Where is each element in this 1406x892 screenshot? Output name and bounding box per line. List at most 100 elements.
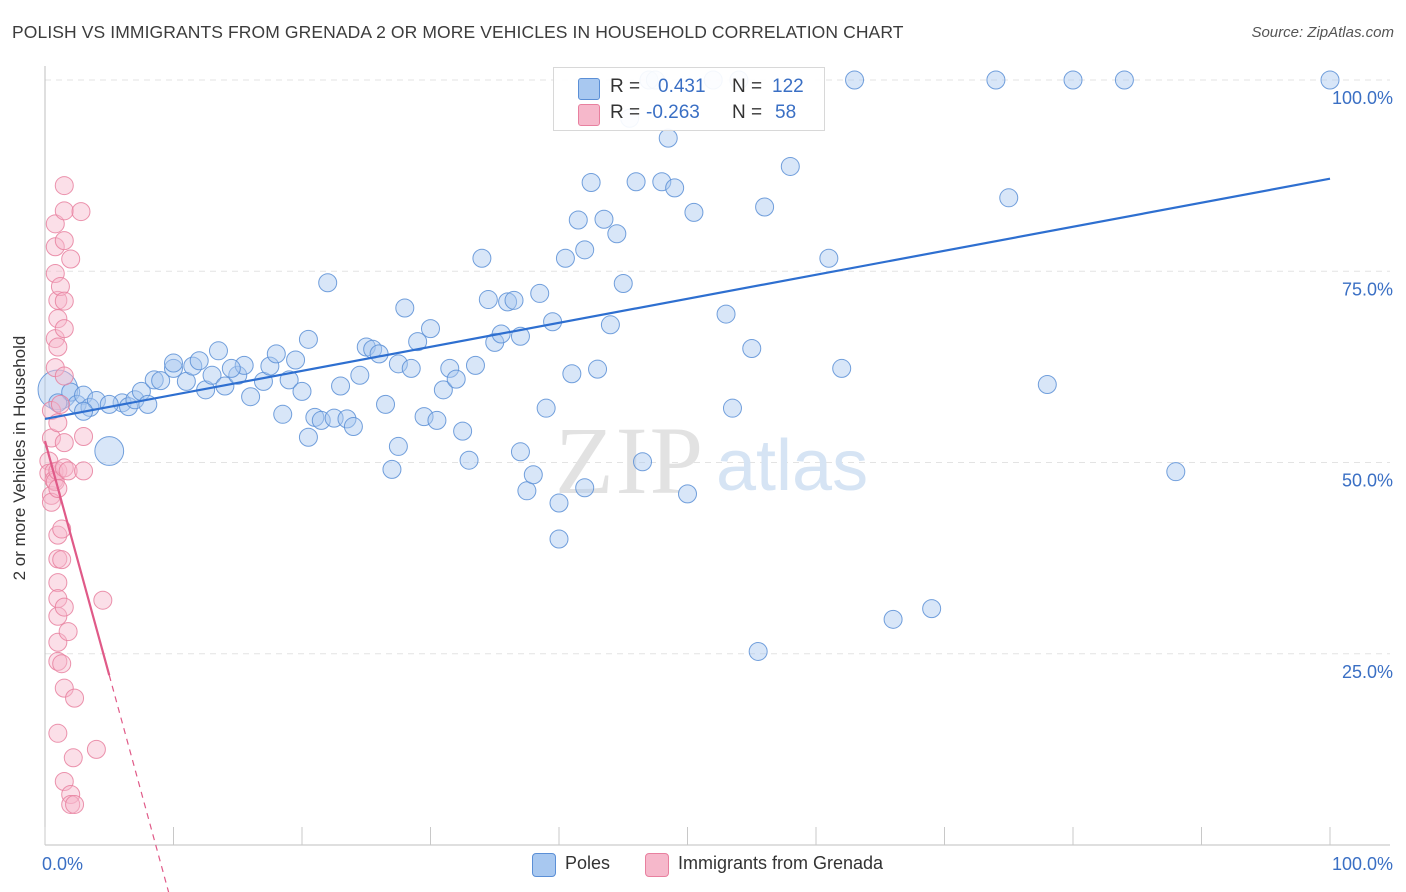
data-point-poles (279, 370, 299, 390)
data-point-poles (986, 70, 1006, 90)
watermark: ZIP atlas (555, 407, 868, 514)
data-point-poles (575, 478, 595, 498)
x-tick-label: 100.0% (1332, 854, 1393, 874)
chart-title: POLISH VS IMMIGRANTS FROM GRENADA 2 OR M… (12, 22, 904, 42)
data-point-poles (183, 356, 203, 376)
data-point-poles (427, 410, 447, 430)
data-point-poles (164, 358, 183, 378)
data-point-poles (241, 387, 261, 407)
trend-line-grenada (43, 440, 111, 676)
data-point-poles (742, 339, 762, 359)
data-point-poles (144, 370, 164, 390)
data-point-poles (504, 290, 524, 310)
data-point-grenada (52, 654, 72, 674)
data-point-grenada (48, 723, 68, 743)
data-point-poles (523, 465, 543, 485)
data-point-poles (61, 382, 81, 402)
data-point-poles (440, 358, 460, 378)
legend-r-label: R = (610, 102, 641, 123)
data-point-poles (99, 394, 119, 414)
data-point-poles (208, 341, 228, 361)
data-point-poles (498, 292, 518, 312)
data-point-poles (421, 319, 440, 339)
y-tick-label: 50.0% (1342, 471, 1393, 491)
trend-line-poles (44, 177, 1331, 420)
data-point-poles (600, 315, 620, 335)
data-point-grenada (54, 176, 74, 196)
data-point-grenada (48, 632, 68, 652)
data-point-grenada (65, 688, 85, 708)
data-point-poles (562, 364, 582, 384)
data-point-grenada (58, 622, 78, 642)
data-point-poles (581, 173, 601, 193)
data-point-poles (678, 484, 697, 504)
data-point-poles (395, 298, 415, 318)
data-point-poles (832, 358, 852, 378)
data-point-poles (575, 240, 595, 260)
legend-swatch-poles (532, 853, 556, 877)
legend-n-value: 122 (772, 76, 804, 97)
data-point-poles (337, 409, 357, 429)
data-point-poles (684, 202, 704, 222)
data-point-grenada (54, 597, 74, 617)
data-point-poles (164, 353, 183, 373)
data-point-poles (369, 344, 389, 364)
data-point-poles (74, 385, 94, 405)
legend-n-label: N = (732, 76, 763, 97)
legend-r-value: -0.263 (646, 102, 700, 123)
legend-r-value: 0.431 (658, 76, 706, 97)
data-point-poles (536, 398, 556, 418)
data-point-grenada (52, 519, 72, 539)
correlation-legend: R = 0.431 N = 122 R = -0.263 N = 58 (553, 67, 825, 131)
data-point-poles (555, 248, 575, 268)
data-point-poles (234, 355, 254, 375)
axes (44, 66, 1390, 846)
data-point-grenada (48, 573, 68, 593)
series-grenada (39, 176, 113, 814)
y-tick-label: 25.0% (1342, 662, 1393, 682)
data-point-poles (665, 178, 685, 198)
data-point-poles (517, 481, 537, 501)
data-point-poles (260, 356, 280, 376)
data-point-poles (343, 417, 363, 437)
x-tick-label: 0.0% (42, 854, 83, 874)
data-point-poles (388, 436, 408, 456)
data-point-grenada (50, 394, 70, 414)
data-point-poles (722, 398, 742, 418)
data-point-grenada (61, 785, 81, 805)
data-point-poles (94, 436, 125, 466)
data-point-grenada (48, 525, 68, 545)
data-point-poles (472, 248, 492, 268)
data-point-poles (626, 172, 646, 192)
trend-lines (43, 177, 1331, 892)
data-point-grenada (74, 461, 94, 481)
data-point-poles (594, 209, 614, 229)
data-point-grenada (54, 678, 74, 698)
legend-n-label: N = (732, 102, 763, 123)
data-point-poles (748, 641, 768, 661)
data-point-poles (266, 344, 286, 364)
data-point-poles (607, 224, 627, 244)
data-point-poles (780, 156, 800, 176)
data-point-poles (331, 376, 351, 396)
data-point-poles (1063, 70, 1083, 90)
data-point-poles (292, 381, 312, 401)
data-point-poles (755, 197, 775, 217)
data-point-grenada (54, 319, 74, 339)
legend-swatch-poles (578, 78, 600, 100)
data-point-grenada (48, 337, 68, 357)
legend-swatch-grenada (645, 853, 669, 877)
data-point-poles (883, 609, 903, 629)
data-point-poles (1166, 462, 1186, 482)
data-point-poles (922, 599, 942, 619)
legend-n-value: 58 (775, 102, 797, 123)
legend-r-label: R = (610, 76, 641, 97)
data-point-poles (376, 394, 396, 414)
data-point-poles (465, 355, 485, 375)
data-point-poles (414, 407, 434, 427)
data-point-poles (298, 329, 318, 349)
data-point-poles (549, 529, 569, 549)
data-point-grenada (63, 748, 83, 768)
data-point-poles (588, 359, 608, 379)
